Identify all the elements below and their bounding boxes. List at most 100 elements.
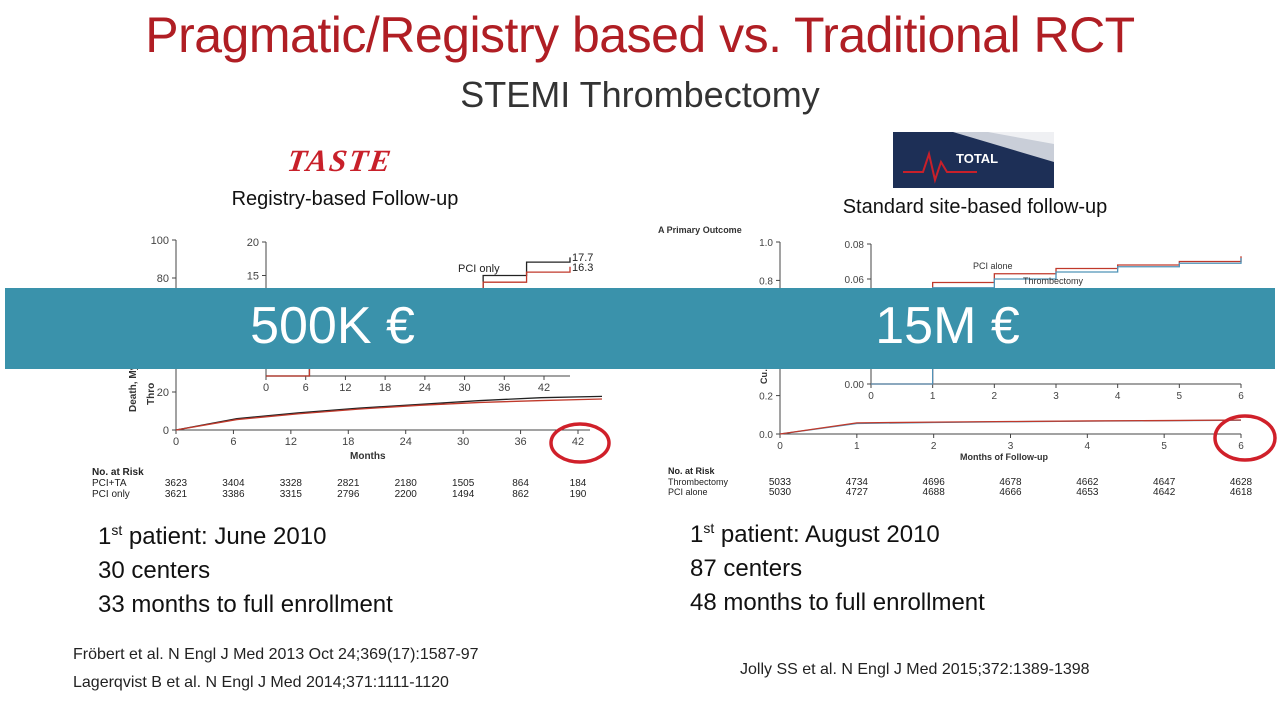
taste-risk-value-0-0: 3623 xyxy=(165,478,188,489)
total-inset-xtick-label-6: 6 xyxy=(1238,391,1244,402)
taste-risk-value-0-4: 2180 xyxy=(395,478,418,489)
total-inset-ytick-label-1: 0.06 xyxy=(845,275,865,286)
total-risk-value-1-3: 4666 xyxy=(999,487,1022,498)
total-subtitle: Standard site-based follow-up xyxy=(842,196,1108,218)
taste-inset-xtick-label-2: 12 xyxy=(339,382,351,394)
total-chart: A Primary Outcome 0.0 0.2 0.8 1.0 0 1 2 3 4 5 6 M… xyxy=(658,225,1277,498)
total-inset-annotation-2: Thrombectomy xyxy=(1023,276,1084,286)
total-panel-title: A Primary Outcome xyxy=(658,225,742,235)
total-first-patient-num: 1 xyxy=(690,521,704,548)
taste-highlight-circle xyxy=(549,422,611,464)
taste-risk-label: No. at Risk xyxy=(92,467,144,478)
total-inset-xtick-label-1: 1 xyxy=(930,391,936,402)
total-risk-value-1-4: 4653 xyxy=(1076,487,1099,498)
taste-main-xtick-label-7: 42 xyxy=(572,436,584,448)
total-main-ytick-label-1: 0.2 xyxy=(759,392,773,403)
taste-first-patient-num: 1 xyxy=(98,523,112,550)
total-x-axis-label: Months of Follow-up xyxy=(960,452,1048,462)
taste-risk-value-0-3: 2821 xyxy=(337,478,360,489)
taste-inset-xtick-label-5: 30 xyxy=(458,382,470,394)
total-inset-series-thrombectomy xyxy=(871,258,1242,385)
total-inset-xtick-label-0: 0 xyxy=(868,391,874,402)
total-first-patient-text: patient: August 2010 xyxy=(714,521,940,548)
total-inset-xtick-label-2: 2 xyxy=(992,391,998,402)
taste-logo: TASTE xyxy=(285,143,395,178)
taste-risk-value-0-7: 184 xyxy=(570,478,587,489)
total-risk-label: No. at Risk xyxy=(668,466,716,476)
total-inset-annotation-1: PCI alone xyxy=(973,261,1013,271)
total-risk-value-1-6: 4618 xyxy=(1230,487,1253,498)
total-highlight-circle xyxy=(1213,414,1277,462)
taste-risk-value-1-1: 3386 xyxy=(222,489,245,500)
cost-banner-left: 500K € xyxy=(5,288,660,369)
total-first-patient: 1st patient: August 2010 xyxy=(690,518,985,552)
taste-ref-2: Lagerqvist B et al. N Engl J Med 2014;37… xyxy=(73,674,449,691)
total-risk-value-0-6: 4628 xyxy=(1230,477,1253,488)
slide-title: Pragmatic/Registry based vs. Traditional… xyxy=(145,7,1135,63)
taste-risk-value-1-0: 3621 xyxy=(165,489,188,500)
total-risk-value-1-0: 5030 xyxy=(769,487,792,498)
total-first-patient-sup: st xyxy=(703,520,715,536)
taste-centers: 30 centers xyxy=(98,557,211,584)
taste-main-series-pci-ta xyxy=(175,395,603,431)
cost-label-left: 500K € xyxy=(250,297,415,355)
total-risk-value-0-3: 4678 xyxy=(999,477,1022,488)
cost-label-right: 15M € xyxy=(875,297,1020,355)
taste-y-axis-label-3: Thro xyxy=(146,383,157,405)
total-inset-xtick-label-4: 4 xyxy=(1115,391,1121,402)
ecg-icon xyxy=(903,150,977,184)
taste-main-ytick-label-3: 100 xyxy=(151,235,169,247)
taste-inset-ytick-label-1: 20 xyxy=(247,237,259,249)
taste-risk-value-0-2: 3328 xyxy=(280,478,303,489)
taste-first-patient-sup: st xyxy=(111,522,123,538)
taste-subtitle: Registry-based Follow-up xyxy=(231,188,459,210)
total-inset-xtick-label-3: 3 xyxy=(1053,391,1059,402)
taste-main-xtick-label-3: 18 xyxy=(342,436,354,448)
taste-main-xtick-label-0: 0 xyxy=(173,436,179,448)
total-main-xtick-label-1: 1 xyxy=(854,441,860,452)
total-risk-row-name-2: PCI alone xyxy=(668,487,708,497)
taste-risk-row-name-2: PCI only xyxy=(92,489,130,500)
total-inset-ytick-label-2: 0.08 xyxy=(845,240,865,251)
taste-risk-value-0-5: 1505 xyxy=(452,478,475,489)
taste-inset-xtick-label-0: 0 xyxy=(263,382,269,394)
total-main-xtick-label-0: 0 xyxy=(777,441,783,452)
taste-main-xtick-label-4: 24 xyxy=(400,436,412,448)
taste-enrollment: 33 months to full enrollment xyxy=(98,591,393,618)
taste-inset-ytick-label-0: 15 xyxy=(247,271,259,283)
total-ref-1: Jolly SS et al. N Engl J Med 2015;372:13… xyxy=(740,661,1090,678)
taste-risk-value-1-5: 1494 xyxy=(452,489,475,500)
slide-subtitle: STEMI Thrombectomy xyxy=(460,74,820,115)
total-logo-graphic: TOTAL xyxy=(903,132,1054,184)
total-risk-value-0-0: 5033 xyxy=(769,477,792,488)
total-logo-text: TOTAL xyxy=(956,151,998,166)
taste-inset-xtick-label-1: 6 xyxy=(303,382,309,394)
taste-inset-xtick-label-4: 24 xyxy=(419,382,431,394)
total-risk-value-0-2: 4696 xyxy=(923,477,946,488)
total-main-xtick-label-3: 3 xyxy=(1008,441,1014,452)
total-main-ytick-label-3: 1.0 xyxy=(759,238,773,249)
taste-y-axis-label: Death, My xyxy=(128,364,139,412)
taste-risk-value-1-7: 190 xyxy=(570,489,587,500)
total-main-xtick-label-4: 4 xyxy=(1085,441,1091,452)
total-main-ytick-label-0: 0.0 xyxy=(759,430,773,441)
total-inset-series-pci-alone xyxy=(871,256,1242,385)
total-references: Jolly SS et al. N Engl J Med 2015;372:13… xyxy=(740,656,1090,684)
taste-main-ytick-label-0: 0 xyxy=(163,425,169,437)
taste-ref-1: Fröbert et al. N Engl J Med 2013 Oct 24;… xyxy=(73,646,479,663)
total-centers: 87 centers xyxy=(690,555,803,582)
taste-risk-value-1-3: 2796 xyxy=(337,489,360,500)
taste-main-xtick-label-2: 12 xyxy=(285,436,297,448)
total-risk-value-0-5: 4647 xyxy=(1153,477,1176,488)
total-risk-value-1-5: 4642 xyxy=(1153,487,1176,498)
total-inset-ytick-label-0: 0.00 xyxy=(845,380,865,391)
taste-inset-end-label-2: 16.3 xyxy=(572,262,593,274)
taste-inset-annotation: PCI only xyxy=(458,263,500,275)
taste-risk-row-name-1: PCI+TA xyxy=(92,478,127,489)
taste-main-ytick-label-1: 20 xyxy=(157,387,169,399)
total-main-series-pci-alone xyxy=(779,419,1242,435)
total-risk-value-0-4: 4662 xyxy=(1076,477,1099,488)
taste-main-ytick-label-2: 80 xyxy=(157,273,169,285)
taste-main-xtick-label-6: 36 xyxy=(514,436,526,448)
taste-inset-xtick-label-3: 18 xyxy=(379,382,391,394)
